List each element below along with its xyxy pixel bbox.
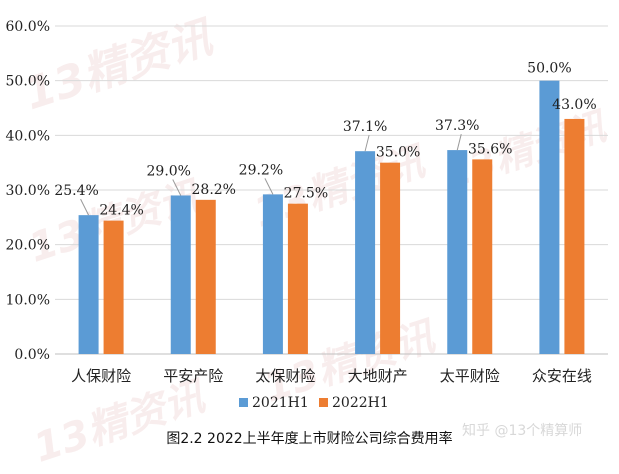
leader-line — [456, 133, 462, 151]
data-label: 27.5% — [284, 186, 328, 202]
category-label: 众安在线 — [532, 367, 592, 385]
bar-2022H1-2 — [287, 203, 308, 354]
leader-line — [264, 178, 274, 195]
y-tick-label: 60.0% — [6, 19, 50, 35]
legend-swatch-2022H1 — [319, 398, 328, 407]
data-label: 28.2% — [192, 182, 236, 198]
category-label: 人保财险 — [71, 367, 131, 385]
data-label: 25.4% — [54, 183, 98, 199]
category-label: 太平财险 — [440, 367, 500, 385]
y-tick-label: 50.0% — [6, 74, 50, 90]
leader-line — [80, 198, 90, 216]
y-tick-label: 30.0% — [6, 183, 50, 199]
bar-2022H1-5 — [564, 118, 585, 354]
leader-line — [364, 135, 370, 152]
leader-line — [172, 179, 182, 196]
y-tick-label: 20.0% — [6, 238, 50, 254]
data-label: 29.2% — [239, 162, 283, 178]
bar-2021H1-4 — [447, 150, 468, 354]
data-label: 43.0% — [552, 97, 596, 113]
bar-2021H1-0 — [78, 215, 99, 354]
y-tick-label: 0.0% — [14, 347, 50, 363]
chart-caption: 图2.2 2022上半年度上市财险公司综合费用率 — [166, 431, 453, 447]
data-label: 35.6% — [468, 141, 512, 157]
bar-2022H1-3 — [380, 162, 401, 354]
data-label: 35.0% — [376, 145, 420, 161]
data-label: 50.0% — [527, 61, 571, 77]
data-label: 37.1% — [343, 119, 387, 135]
bar-2021H1-3 — [355, 151, 376, 354]
bar-2021H1-5 — [539, 80, 560, 355]
y-tick-label: 10.0% — [6, 292, 50, 308]
bar-2021H1-2 — [262, 194, 283, 354]
data-label: 24.4% — [99, 203, 143, 219]
data-label: 29.0% — [147, 163, 191, 179]
category-label: 太保财险 — [255, 367, 315, 385]
bar-2021H1-1 — [170, 195, 191, 354]
legend-label: 2022H1 — [332, 395, 389, 411]
bar-2022H1-1 — [195, 199, 216, 354]
credit-text: 知乎 @13个精算师 — [462, 423, 583, 439]
legend-swatch-2021H1 — [239, 398, 248, 407]
category-label: 大地财产 — [348, 367, 408, 385]
bar-2022H1-0 — [103, 220, 124, 354]
bar-2022H1-4 — [472, 159, 493, 354]
category-label: 平安产险 — [163, 367, 223, 385]
chart: 0.0%10.0%20.0%30.0%40.0%50.0%60.0%25.4%2… — [6, 19, 608, 411]
y-tick-label: 40.0% — [6, 128, 50, 144]
data-label: 37.3% — [435, 118, 479, 134]
legend-label: 2021H1 — [252, 395, 309, 411]
